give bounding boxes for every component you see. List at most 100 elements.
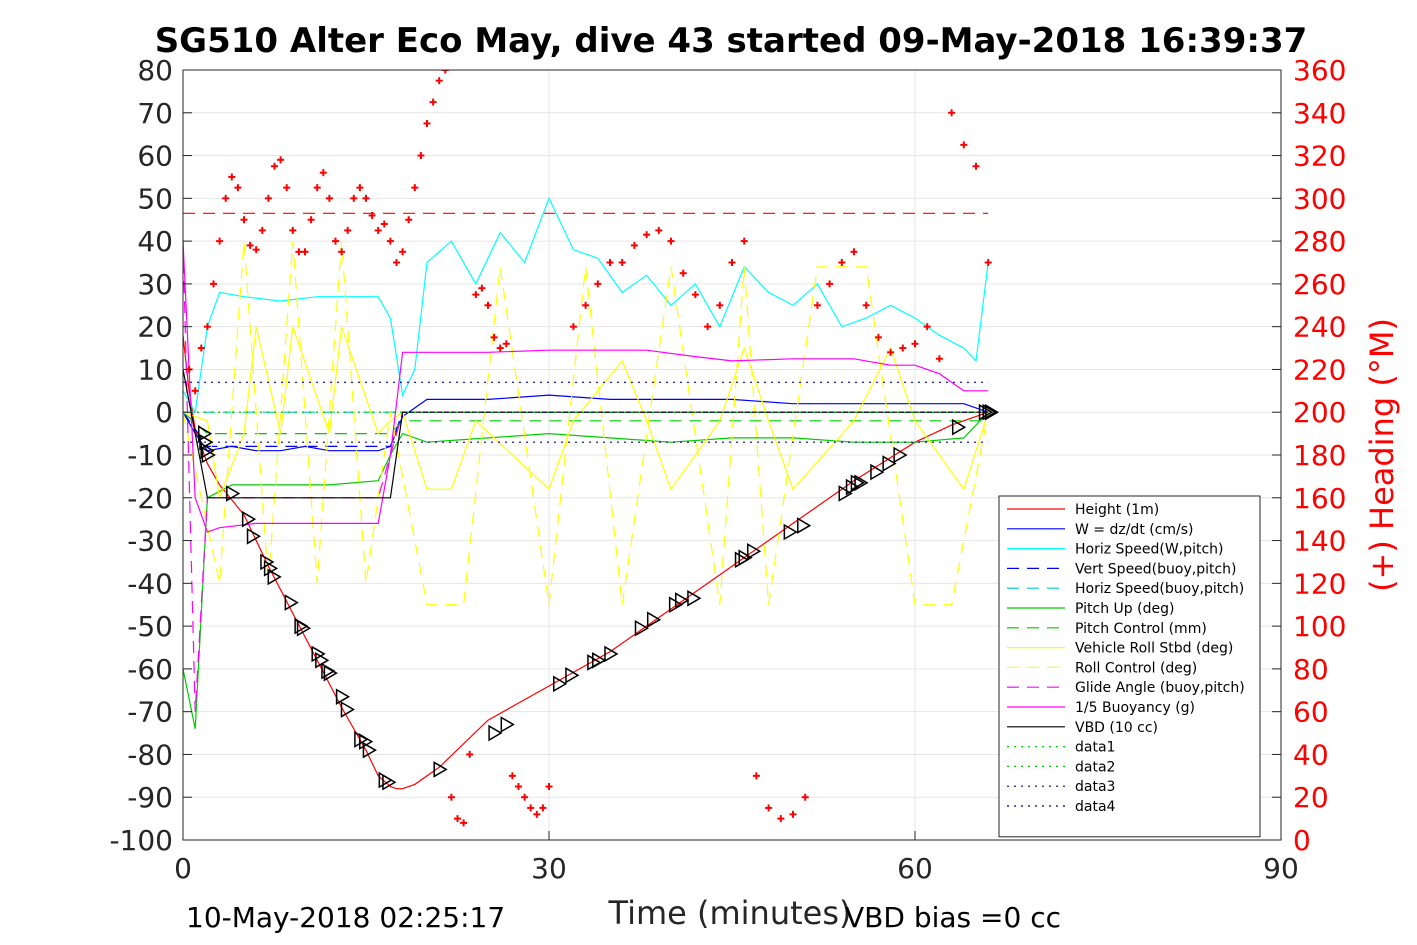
triangle-marker bbox=[200, 442, 215, 460]
series-line-w-dz-dt-cm-s bbox=[183, 394, 989, 452]
y-tick-label-left: -50 bbox=[127, 610, 173, 643]
triangle-marker bbox=[201, 446, 216, 464]
triangle-marker bbox=[893, 446, 908, 464]
heading-point bbox=[496, 344, 504, 352]
heading-point bbox=[594, 280, 602, 288]
y-tick-label-right: 360 bbox=[1293, 54, 1346, 87]
y-tick-label-right: 160 bbox=[1293, 482, 1346, 515]
series-line-vehicle-roll-stbd-deg bbox=[183, 326, 989, 501]
legend-item-horiz-speed-w-pitch: Horiz Speed(W,pitch) bbox=[1007, 542, 1223, 558]
heading-point bbox=[765, 804, 773, 812]
triangle-marker bbox=[634, 619, 649, 637]
heading-point bbox=[368, 211, 376, 219]
heading-point bbox=[545, 783, 553, 791]
y-tick-label-right: 280 bbox=[1293, 225, 1346, 258]
series-line-glide-angle-buoy-pitch bbox=[183, 241, 989, 712]
triangle-marker bbox=[260, 553, 275, 571]
heading-point bbox=[313, 184, 321, 192]
legend-label: 1/5 Buoyancy (g) bbox=[1075, 700, 1195, 716]
y-tick-label-left: 10 bbox=[137, 353, 173, 386]
y-tick-label-left: -70 bbox=[127, 696, 173, 729]
heading-point bbox=[850, 248, 858, 256]
y-tick-label-left: -100 bbox=[109, 824, 173, 857]
y-tick-label-right: 220 bbox=[1293, 353, 1346, 386]
heading-point bbox=[984, 259, 992, 266]
legend-item-w-dz-dt-cm-s: W = dz/dt (cm/s) bbox=[1007, 522, 1194, 538]
heading-point bbox=[228, 173, 236, 181]
heading-point bbox=[344, 226, 352, 234]
heading-point bbox=[606, 259, 614, 266]
x-axis: 0 30 60 90 bbox=[174, 831, 1299, 885]
legend-item-1-5-buoyancy-g: 1/5 Buoyancy (g) bbox=[1007, 700, 1195, 716]
series-line-1-5-buoyancy-g bbox=[183, 241, 989, 533]
heading-point bbox=[283, 184, 291, 192]
heading-point bbox=[478, 284, 486, 292]
triangle-marker bbox=[488, 724, 503, 742]
heading-point bbox=[435, 77, 443, 85]
heading-point bbox=[246, 241, 254, 249]
series-line-pitch-control-mm bbox=[183, 411, 989, 435]
heading-point bbox=[466, 750, 474, 758]
legend-item-pitch-up-deg: Pitch Up (deg) bbox=[1007, 601, 1174, 617]
heading-point bbox=[441, 70, 449, 74]
y-tick-label-left: 50 bbox=[137, 182, 173, 215]
triangle-marker bbox=[746, 542, 762, 560]
heading-point bbox=[264, 194, 272, 202]
heading-point bbox=[405, 216, 413, 224]
heading-point bbox=[539, 804, 547, 812]
legend-box bbox=[998, 495, 1261, 838]
heading-point bbox=[789, 810, 797, 818]
triangle-marker bbox=[984, 403, 1000, 421]
y-tick-label-left: -40 bbox=[127, 567, 173, 600]
y-tick-label-right: 20 bbox=[1293, 781, 1329, 814]
x-tick-label: 30 bbox=[531, 852, 567, 885]
heading-point bbox=[203, 323, 211, 331]
y-tick-label-left: 0 bbox=[155, 396, 173, 429]
triangle-marker bbox=[553, 675, 568, 693]
heading-point bbox=[582, 301, 590, 309]
legend-item-roll-control-deg: Roll Control (deg) bbox=[1007, 660, 1197, 676]
heading-point bbox=[216, 237, 224, 245]
heading-point bbox=[234, 184, 242, 192]
heading-point bbox=[356, 184, 364, 192]
y-tick-label-right: 60 bbox=[1293, 696, 1329, 729]
heading-point bbox=[399, 248, 407, 256]
heading-point bbox=[484, 301, 492, 309]
heading-point bbox=[667, 237, 675, 245]
triangle-marker bbox=[311, 645, 326, 663]
heading-point bbox=[386, 237, 394, 245]
plot-area bbox=[183, 70, 1000, 827]
legend-label: Pitch Control (mm) bbox=[1075, 621, 1207, 637]
legend-item-glide-angle-buoy-pitch: Glide Angle (buoy,pitch) bbox=[1007, 680, 1245, 696]
legend-item-data3: data3 bbox=[1007, 779, 1115, 795]
legend-label: data3 bbox=[1075, 779, 1115, 795]
legend-item-data2: data2 bbox=[1007, 759, 1115, 775]
heading-point bbox=[801, 793, 809, 801]
legend-label: data4 bbox=[1075, 799, 1116, 815]
legend-label: Pitch Up (deg) bbox=[1075, 601, 1174, 617]
series-line-pitch-up-deg bbox=[183, 411, 989, 729]
triangle-marker bbox=[226, 485, 241, 502]
legend-label: Horiz Speed(W,pitch) bbox=[1075, 542, 1223, 558]
footer-vbd-bias: VBD bias =0 cc bbox=[845, 901, 1061, 934]
heading-point bbox=[289, 226, 297, 234]
y-tick-label-right: 200 bbox=[1293, 396, 1346, 429]
triangle-marker bbox=[783, 523, 798, 541]
triangle-marker bbox=[646, 611, 662, 629]
heading-point bbox=[454, 815, 461, 823]
heading-point bbox=[423, 119, 431, 127]
legend-label: Glide Angle (buoy,pitch) bbox=[1075, 680, 1245, 696]
heading-point bbox=[862, 301, 870, 309]
triangle-marker bbox=[565, 666, 580, 684]
y-tick-label-right: 120 bbox=[1293, 567, 1346, 600]
triangle-marker bbox=[246, 527, 262, 545]
heading-point bbox=[460, 819, 468, 827]
y-axis-right: 3603403203002802602402202001801601401201… bbox=[1272, 54, 1346, 857]
heading-point bbox=[618, 259, 626, 266]
heading-point bbox=[728, 259, 736, 266]
triangle-marker bbox=[284, 594, 299, 611]
legend-item-vert-speed-buoy-pitch: Vert Speed(buoy,pitch) bbox=[1007, 561, 1237, 577]
heading-point bbox=[911, 340, 919, 348]
legend-item-vbd-10-cc: VBD (10 cc) bbox=[1007, 720, 1158, 736]
legend-label: data2 bbox=[1075, 759, 1115, 775]
